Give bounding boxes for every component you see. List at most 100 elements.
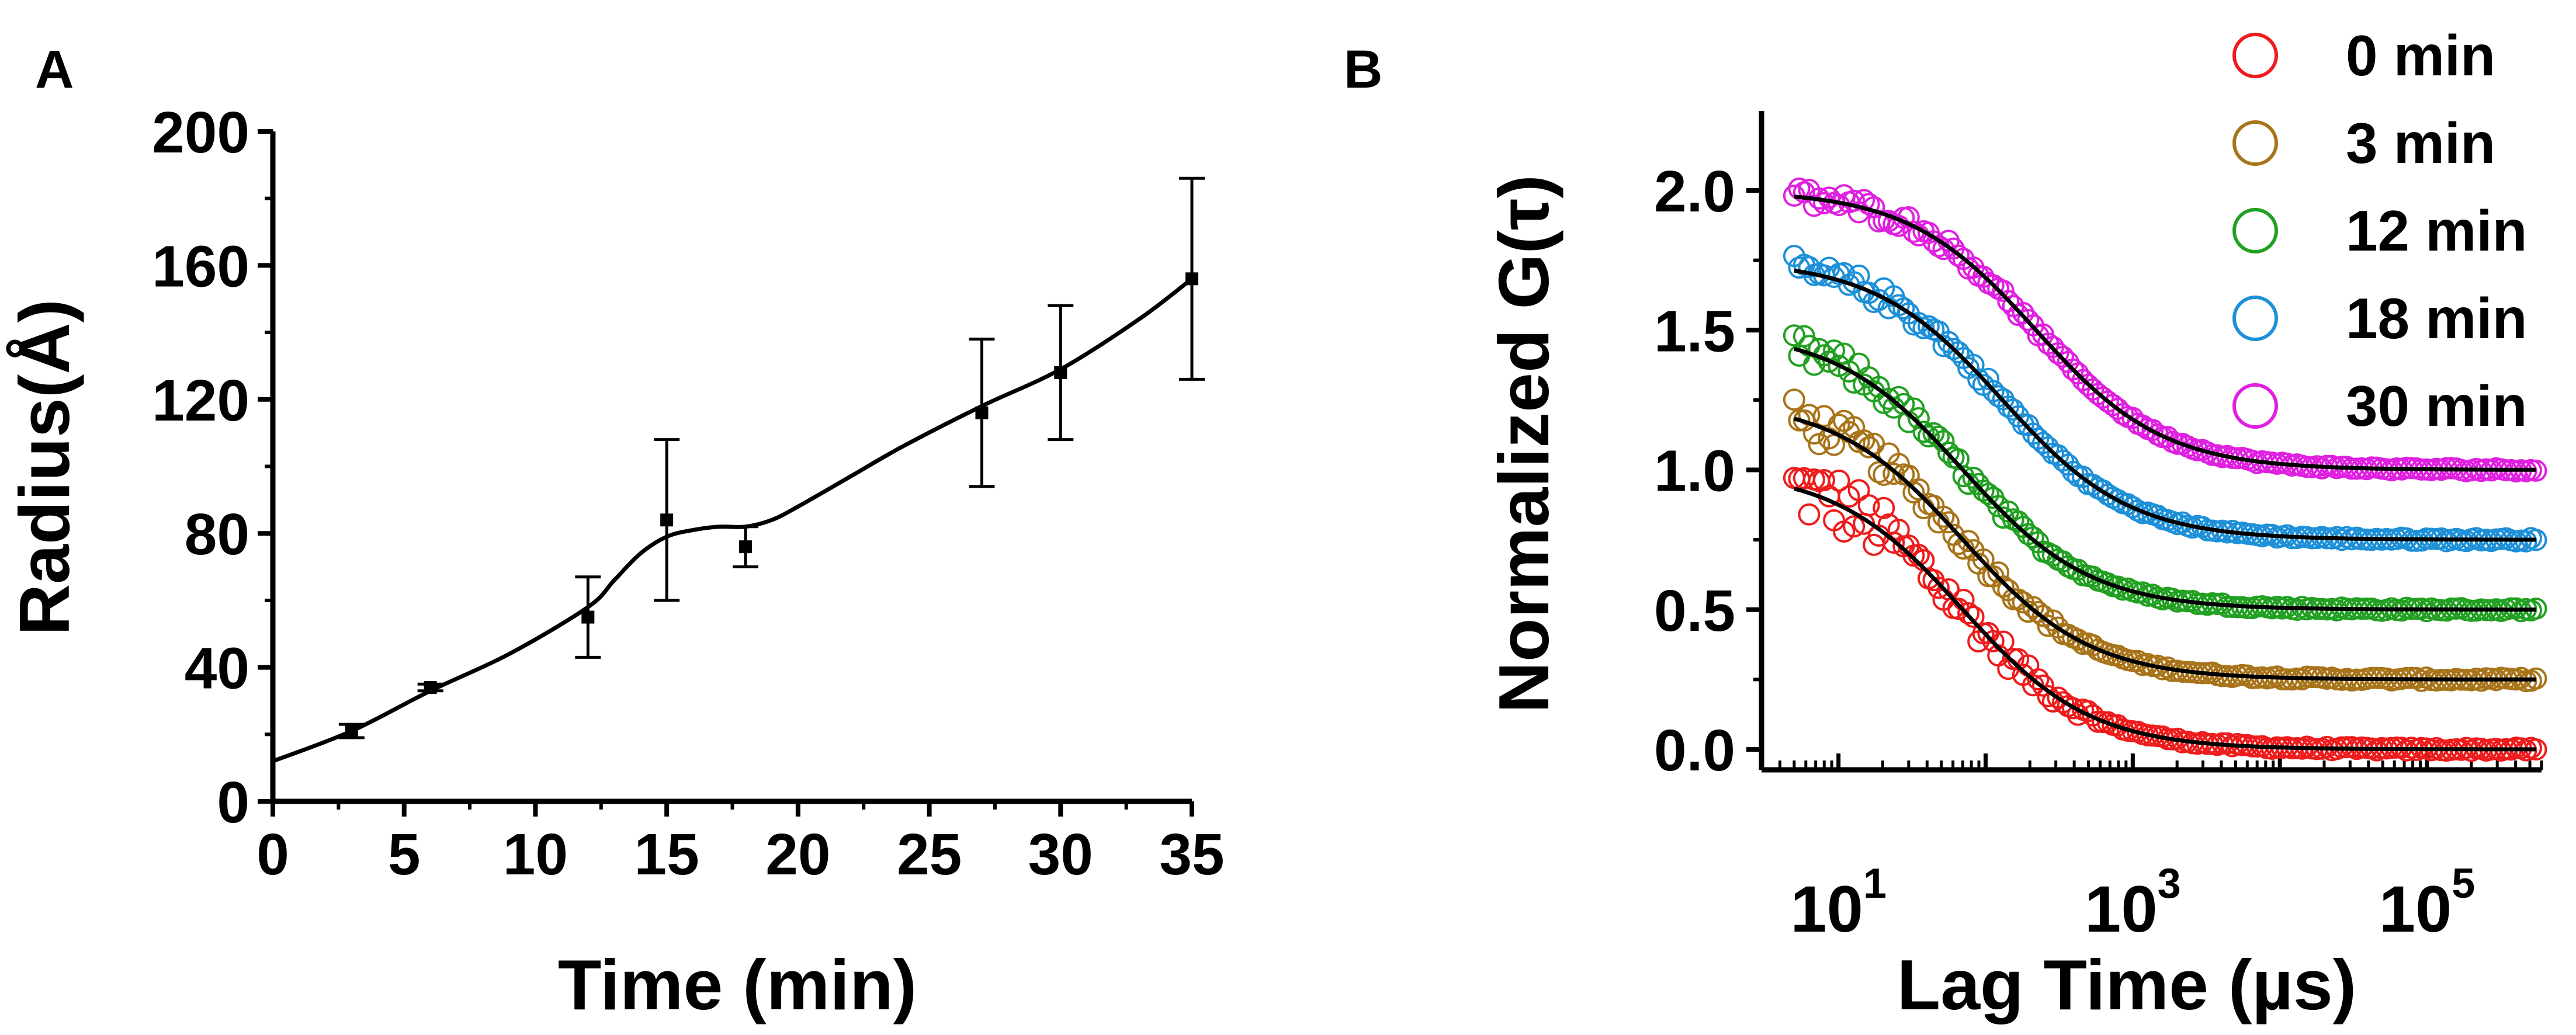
x-tick-label: 103 [2085, 860, 2181, 946]
y-tick-label: 1.5 [1654, 298, 1735, 364]
data-point [1947, 448, 1970, 471]
y-tick-label: 200 [152, 100, 249, 165]
data-point [2067, 628, 2089, 651]
data-point [1828, 469, 1850, 492]
data-point [1798, 503, 1821, 526]
data-point [1987, 561, 2010, 584]
panel-a-y-axis-title: Radius(Å) [5, 299, 84, 635]
x-tick-label: 20 [765, 822, 830, 887]
data-point [1054, 366, 1067, 379]
data-point [1957, 602, 1980, 625]
data-point [1907, 312, 1930, 335]
legend-marker [2232, 208, 2278, 253]
fit-curve [272, 277, 1194, 763]
panel-a-radius-vs-time: A 0 5 10 15 20 25 30 35 0 40 80 120 160 200 Time (min… [5, 40, 1225, 1024]
legend-label: 18 min [2346, 286, 2527, 350]
panel-a-label: A [35, 40, 74, 99]
data-point [1982, 630, 2005, 652]
data-point [1847, 479, 1870, 502]
legend-label: 12 min [2346, 199, 2527, 263]
data-point [1887, 519, 1910, 541]
data-point [1967, 368, 1990, 391]
data-point [581, 610, 595, 624]
panel-b-x-axis-title: Lag Time (µs) [1897, 945, 2357, 1024]
y-tick-label: 0 [217, 770, 249, 835]
legend-marker [2232, 33, 2278, 78]
panel-b-label: B [1344, 40, 1382, 99]
legend-label: 3 min [2346, 111, 2495, 175]
data-point [1902, 481, 1925, 504]
y-tick-label: 1.0 [1654, 439, 1735, 504]
y-tick-label: 120 [152, 368, 249, 433]
data-point [1917, 425, 1940, 448]
panel-b-legend: 0 min 3 min 12 min 18 min 30 min [2232, 23, 2527, 438]
x-tick-label: 5 [388, 822, 421, 887]
legend-label: 30 min [2346, 374, 2527, 438]
legend-marker [2232, 296, 2278, 341]
data-point [1907, 407, 1930, 430]
data-point [1932, 505, 1955, 528]
data-point [1932, 335, 1955, 357]
data-point [424, 681, 437, 694]
y-tick-label: 0.5 [1654, 578, 1735, 644]
data-point [1962, 353, 1985, 376]
data-point [660, 513, 674, 527]
data-point [1972, 548, 1995, 571]
data-point [1843, 515, 1866, 538]
data-point [1783, 324, 1805, 347]
data-point [1867, 461, 1890, 484]
data-point [2106, 575, 2129, 598]
x-tick-label: 35 [1159, 822, 1224, 887]
data-point [2106, 489, 2129, 512]
data-point [1185, 272, 1198, 286]
panel-b-y-axis-title: Normalized G(τ) [1484, 175, 1563, 713]
y-tick-label: 160 [152, 234, 249, 299]
data-point [1873, 496, 1895, 519]
x-tick-label: 10 [503, 822, 568, 887]
fit-curve [1793, 346, 2536, 612]
y-tick-label: 2.0 [1654, 159, 1735, 224]
data-point [1912, 421, 1935, 443]
data-point [345, 724, 358, 738]
fit-curve [1793, 487, 2536, 752]
fit-curve [1794, 268, 2536, 542]
legend-marker [2232, 383, 2278, 429]
x-tick-label: 105 [2379, 860, 2476, 946]
data-point [2062, 460, 2085, 483]
legend-marker [2232, 120, 2278, 166]
data-point [2031, 674, 2054, 697]
data-point [1962, 606, 1985, 628]
data-point [1977, 367, 2000, 390]
data-point [1947, 341, 1970, 363]
data-point [1857, 193, 1880, 216]
data-point [1927, 576, 1950, 599]
x-tick-label: 15 [635, 822, 699, 887]
data-point [2082, 565, 2105, 588]
data-point [1812, 405, 1835, 428]
data-point [1892, 297, 1915, 319]
legend-label: 0 min [2346, 23, 2495, 88]
data-point [1812, 469, 1835, 492]
data-point [1857, 494, 1880, 517]
data-point [1937, 511, 1960, 534]
data-point [1992, 506, 2015, 529]
data-point [1897, 206, 1920, 228]
x-tick-label: 0 [256, 822, 289, 887]
panel-b-correlation-curves: B 101 103 105 0.0 0.5 1.0 1.5 2.0 0 min 3 min 12 … [1344, 23, 2547, 1024]
fit-curve [1793, 416, 2536, 682]
y-tick-label: 40 [185, 636, 249, 701]
data-point [1783, 388, 1805, 411]
data-point [2031, 605, 2054, 627]
data-point [1992, 279, 2015, 302]
data-point [2062, 697, 2085, 720]
panel-a-x-axis-title: Time (min) [558, 945, 917, 1024]
fit-curve [1794, 195, 2536, 472]
data-point [1882, 532, 1905, 554]
x-tick-label: 30 [1028, 822, 1093, 887]
data-point [2027, 668, 2050, 690]
x-tick-label: 25 [897, 822, 962, 887]
x-tick-label: 101 [1790, 860, 1887, 946]
data-point [975, 406, 989, 419]
y-tick-label: 80 [185, 502, 249, 567]
